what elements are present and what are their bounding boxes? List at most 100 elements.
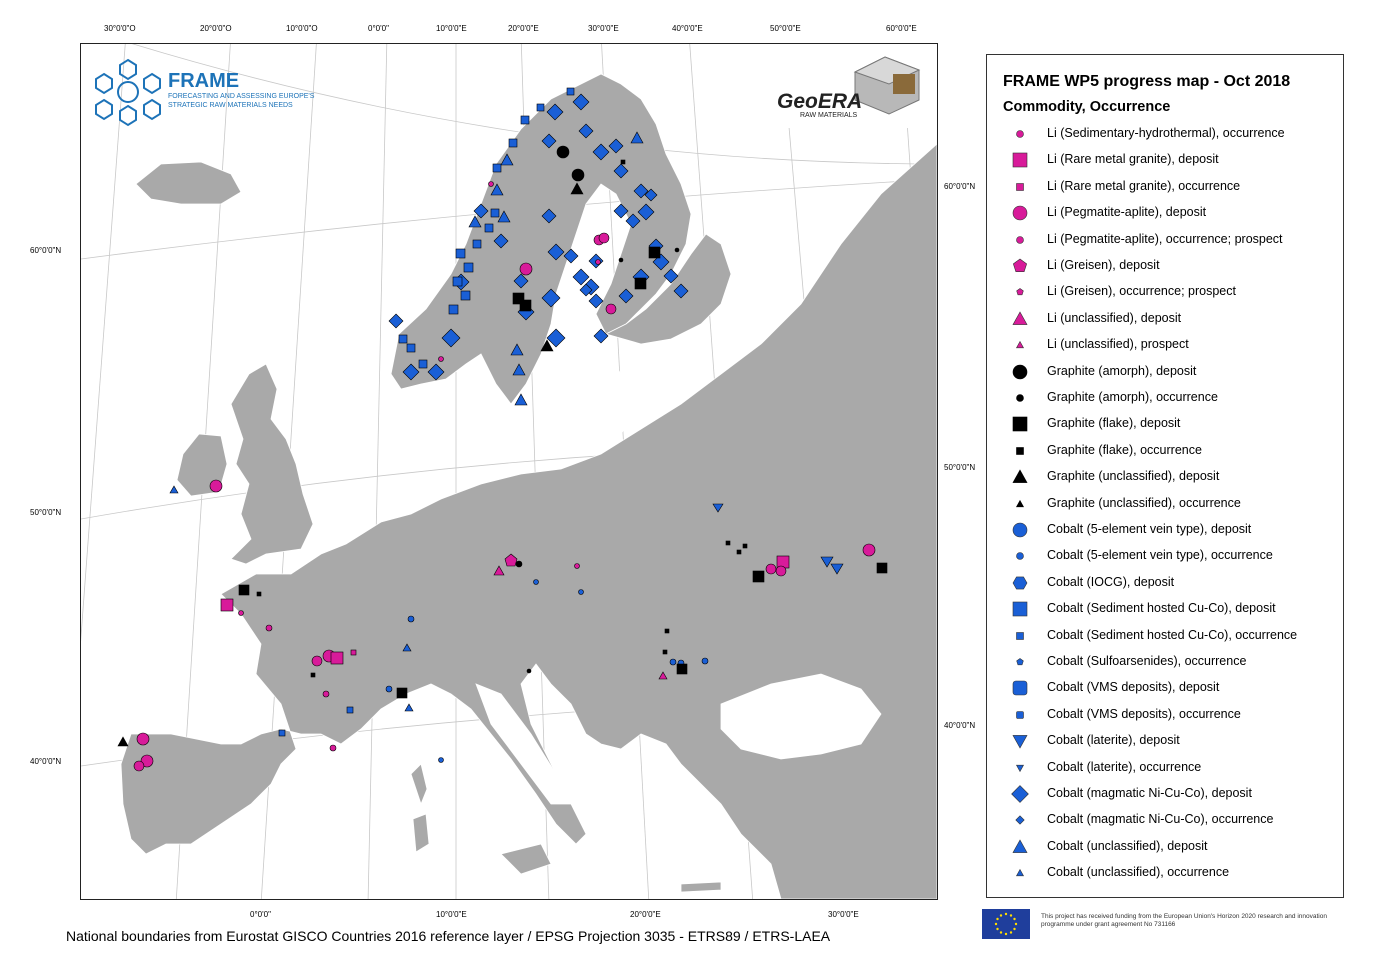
occurrence-markers: [117, 87, 888, 772]
legend-item: Cobalt (5-element vein type), occurrence: [987, 545, 1343, 567]
legend-item-label: Li (Pegmatite-aplite), deposit: [1047, 205, 1207, 220]
top-tick: 10°0'0"O: [286, 24, 318, 33]
georea-logo-title: GeoERA: [777, 90, 863, 113]
legend-item: Cobalt (Sulfoarsenides), occurrence: [987, 651, 1343, 673]
legend-item-label: Cobalt (IOCG), deposit: [1047, 574, 1175, 589]
legend-item-label: Cobalt (unclassified), occurrence: [1047, 865, 1230, 880]
land: [120, 73, 937, 899]
legend-item-label: Cobalt (Sediment hosted Cu-Co), deposit: [1047, 601, 1276, 616]
top-tick: 20°0'0"E: [508, 24, 539, 33]
legend-item: Li (Rare metal granite), deposit: [987, 149, 1343, 171]
legend-item: Li (Pegmatite-aplite), deposit: [987, 202, 1343, 224]
left-tick: 50°0'0"N: [30, 508, 62, 517]
top-tick: 0°0'0": [368, 24, 389, 33]
legend-item-label: Graphite (amorph), deposit: [1047, 363, 1197, 378]
legend-symbol-icon: [1015, 499, 1025, 507]
legend-item-label: Cobalt (5-element vein type), occurrence: [1047, 548, 1273, 563]
legend-item-label: Li (unclassified), prospect: [1047, 337, 1189, 352]
legend-item: Graphite (amorph), occurrence: [987, 387, 1343, 409]
legend-symbol-icon: [1012, 601, 1028, 617]
legend-item: Cobalt (VMS deposits), deposit: [987, 677, 1343, 699]
cobalt-laterite-markers: [712, 503, 844, 575]
bottom-tick: 0°0'0": [250, 910, 271, 919]
eu-funding-notice: This project has received funding from t…: [1041, 913, 1327, 928]
legend-item: Li (Pegmatite-aplite), occurrence; prosp…: [987, 229, 1343, 251]
legend-item: Graphite (unclassified), occurrence: [987, 493, 1343, 515]
legend-item: Li (unclassified), deposit: [987, 308, 1343, 330]
legend-item-label: Li (Greisen), deposit: [1047, 258, 1160, 272]
map-credit: National boundaries from Eurostat GISCO …: [66, 928, 831, 944]
graphite-markers: [117, 145, 888, 747]
legend-item-label: Li (Greisen), occurrence; prospect: [1047, 284, 1236, 299]
legend-subtitle: Commodity, Occurrence: [1003, 99, 1171, 115]
legend-item-label: Li (Sedimentary-hydrothermal), occurrenc…: [1047, 126, 1285, 140]
legend-item-label: Cobalt (Sediment hosted Cu-Co), occurren…: [1047, 627, 1298, 642]
legend-symbol-icon: [1015, 815, 1025, 826]
legend-symbol-icon: [1015, 764, 1025, 772]
legend-symbol-icon: [1016, 552, 1024, 561]
legend-item: Li (Greisen), occurrence; prospect: [987, 281, 1343, 303]
georea-logo-tagline: RAW MATERIALS: [800, 112, 858, 119]
legend-item-label: Graphite (amorph), occurrence: [1047, 390, 1218, 404]
legend-item: Cobalt (unclassified), deposit: [987, 836, 1343, 858]
cobalt-occurrence-markers: [278, 579, 709, 763]
georea-logo-box: [767, 44, 935, 128]
top-tick: 60°0'0"E: [886, 24, 917, 33]
legend-symbol-icon: [1016, 394, 1024, 402]
legend-symbol-icon: [1012, 205, 1028, 221]
legend-symbol-icon: [1012, 522, 1028, 538]
bottom-tick: 20°0'0"E: [630, 910, 661, 919]
legend-panel: FRAME WP5 progress map - Oct 2018 Commod…: [986, 54, 1344, 898]
top-tick: 20°0'0"O: [200, 24, 232, 33]
top-tick: 30°0'0"O: [104, 24, 136, 33]
legend-symbol-icon: [1012, 576, 1028, 590]
legend-item: Graphite (unclassified), deposit: [987, 466, 1343, 488]
legend-item-label: Graphite (unclassified), deposit: [1047, 469, 1220, 484]
legend-item: Cobalt (magmatic Ni-Cu-Co), deposit: [987, 783, 1343, 805]
legend-symbol-icon: [1012, 417, 1028, 432]
right-tick: 60°0'0"N: [944, 182, 976, 191]
legend-symbol-icon: [1016, 446, 1024, 455]
legend-symbol-icon: [1016, 631, 1024, 640]
left-tick: 60°0'0"N: [30, 246, 62, 255]
legend-item: Graphite (flake), occurrence: [987, 440, 1343, 462]
map-frame[interactable]: [80, 43, 938, 900]
eu-flag-icon: [982, 909, 1030, 939]
norway-cobalt-cluster: [398, 87, 575, 369]
legend-item-label: Li (unclassified), deposit: [1047, 310, 1182, 325]
legend-item-label: Li (Rare metal granite), deposit: [1047, 152, 1219, 167]
legend-item: Cobalt (IOCG), deposit: [987, 572, 1343, 594]
legend-symbol-icon: [1012, 681, 1028, 696]
top-tick: 30°0'0"E: [588, 24, 619, 33]
bottom-tick: 10°0'0"E: [436, 910, 467, 919]
legend-item: Graphite (flake), deposit: [987, 413, 1343, 435]
legend-symbol-icon: [1015, 341, 1025, 349]
frame-logo-tagline: FORECASTING AND ASSESSING EUROPE'S STRAT…: [168, 93, 315, 109]
legend-item-label: Graphite (flake), deposit: [1047, 416, 1181, 431]
legend-item-label: Cobalt (laterite), deposit: [1047, 733, 1180, 748]
legend-item: Cobalt (unclassified), occurrence: [987, 862, 1343, 884]
top-tick: 50°0'0"E: [770, 24, 801, 33]
legend-item-label: Li (Rare metal granite), occurrence: [1047, 178, 1241, 193]
legend-symbol-icon: [1016, 288, 1024, 296]
map-canvas[interactable]: [81, 44, 937, 899]
legend-item: Li (Rare metal granite), occurrence: [987, 176, 1343, 198]
cobalt-unclassified-markers: [169, 131, 644, 712]
legend-item-label: Cobalt (unclassified), deposit: [1047, 838, 1208, 853]
legend-symbol-icon: [1012, 839, 1028, 853]
legend-item: Cobalt (Sediment hosted Cu-Co), occurren…: [987, 625, 1343, 647]
legend-item: Cobalt (laterite), deposit: [987, 730, 1343, 752]
puzzle-cube-icon: [853, 56, 921, 115]
legend-symbol-icon: [1016, 658, 1024, 666]
legend-symbol-icon: [1016, 235, 1024, 244]
legend-item: Graphite (amorph), deposit: [987, 361, 1343, 383]
legend-item-label: Cobalt (Sulfoarsenides), occurrence: [1047, 654, 1247, 668]
legend-title: FRAME WP5 progress map - Oct 2018: [1003, 73, 1291, 90]
legend-item-label: Cobalt (VMS deposits), deposit: [1047, 680, 1220, 695]
legend-symbol-icon: [1016, 130, 1024, 138]
legend-item: Cobalt (laterite), occurrence: [987, 757, 1343, 779]
legend-item-label: Cobalt (laterite), occurrence: [1047, 759, 1202, 774]
legend-symbol-icon: [1012, 735, 1028, 749]
legend-item: Cobalt (magmatic Ni-Cu-Co), occurrence: [987, 809, 1343, 831]
legend-symbol-icon: [1012, 469, 1028, 484]
